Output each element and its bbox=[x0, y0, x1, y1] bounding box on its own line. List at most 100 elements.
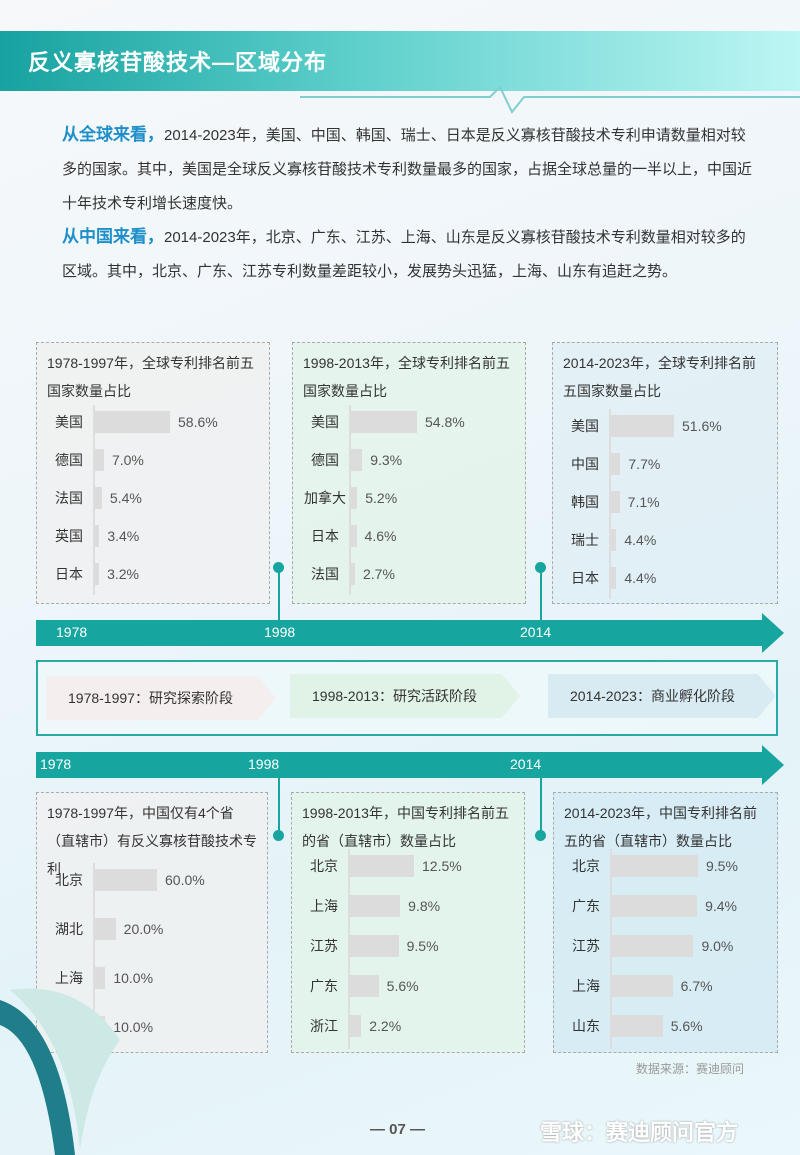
bar-row: 德国 7.0% bbox=[43, 449, 263, 471]
bar-value-label: 9.8% bbox=[408, 898, 441, 914]
bar-value-label: 3.2% bbox=[107, 566, 140, 582]
bar-category: 北京 bbox=[572, 858, 600, 874]
bar-value-label: 5.4% bbox=[109, 490, 142, 506]
year-label: 1978 bbox=[40, 756, 72, 772]
bar-category: 英国 bbox=[55, 528, 83, 544]
bar-row: 上海 10.0% bbox=[43, 967, 263, 989]
bar bbox=[611, 491, 620, 513]
chart-title: 2014-2023年，全球专利排名前五国家数量占比 bbox=[563, 355, 756, 399]
bar-row: 韩国 7.1% bbox=[559, 491, 779, 513]
page-number: — 07 — bbox=[370, 1121, 426, 1138]
bar bbox=[95, 918, 116, 940]
intro-global-text: 2014-2023年，美国、中国、韩国、瑞士、日本是反义寡核苷酸技术专利申请数量… bbox=[62, 127, 753, 212]
bar-value-label: 51.6% bbox=[682, 418, 722, 434]
chart-axis bbox=[610, 849, 612, 1049]
bar-category: 广东 bbox=[572, 898, 600, 914]
bar-row: 北京 12.5% bbox=[298, 855, 518, 877]
bar bbox=[95, 449, 104, 471]
bar-category: 德国 bbox=[55, 452, 83, 468]
watermark: 雪球：赛迪顾问官方 bbox=[540, 1120, 739, 1145]
chart-title: 1978-1997年，全球专利排名前五国家数量占比 bbox=[47, 355, 254, 399]
bar-category: 韩国 bbox=[571, 494, 599, 510]
bar-row: 广东 5.6% bbox=[298, 975, 518, 997]
bar bbox=[612, 855, 698, 877]
stages-box: 1978-1997：研究探索阶段 1998-2013：研究活跃阶段 2014-2… bbox=[36, 660, 778, 736]
bar-category: 日本 bbox=[311, 528, 339, 544]
bar-value-label: 5.6% bbox=[670, 1018, 703, 1034]
intro-china-text: 2014-2023年，北京、广东、江苏、上海、山东是反义寡核苷酸技术专利数量相对… bbox=[62, 229, 746, 280]
bar-value-label: 9.5% bbox=[406, 938, 439, 954]
bar-row: 英国 3.4% bbox=[43, 525, 263, 547]
bar-row: 中国 7.7% bbox=[559, 453, 779, 475]
bar-row: 上海 6.7% bbox=[560, 975, 780, 997]
timeline-dot bbox=[273, 562, 284, 573]
bar-value-label: 7.0% bbox=[111, 452, 144, 468]
bar-row: 北京 60.0% bbox=[43, 869, 263, 891]
bar-category: 日本 bbox=[571, 570, 599, 586]
bar bbox=[95, 967, 106, 989]
bar bbox=[351, 487, 358, 509]
bar-category: 加拿大 bbox=[304, 490, 346, 506]
bar-category: 上海 bbox=[310, 898, 338, 914]
chart-axis bbox=[609, 409, 611, 599]
bar bbox=[611, 567, 617, 589]
bar-row: 北京 9.5% bbox=[560, 855, 780, 877]
bar bbox=[350, 895, 401, 917]
bar-value-label: 20.0% bbox=[123, 921, 164, 937]
bar-category: 北京 bbox=[55, 872, 83, 888]
chart-title: 1998-2013年，中国专利排名前五的省（直辖市）数量占比 bbox=[302, 805, 509, 849]
bar-row: 法国 2.7% bbox=[299, 563, 519, 585]
bar-value-label: 4.6% bbox=[364, 528, 397, 544]
stage-active: 1998-2013：研究活跃阶段 bbox=[290, 674, 520, 718]
bar-category: 法国 bbox=[311, 566, 339, 582]
bar-value-label: 4.4% bbox=[624, 532, 657, 548]
bar-value-label: 3.4% bbox=[107, 528, 140, 544]
bar-category: 德国 bbox=[311, 452, 339, 468]
intro-global-lead: 从全球来看， bbox=[62, 125, 164, 144]
timeline-connector bbox=[278, 570, 280, 622]
year-label: 1998 bbox=[264, 624, 296, 640]
bar-value-label: 60.0% bbox=[165, 872, 205, 888]
chart-title: 1998-2013年，全球专利排名前五国家数量占比 bbox=[303, 355, 510, 399]
bar bbox=[350, 935, 399, 957]
bar-category: 湖北 bbox=[55, 921, 83, 937]
bar-value-label: 12.5% bbox=[422, 858, 462, 874]
bar-category: 上海 bbox=[55, 970, 83, 986]
bar bbox=[350, 975, 379, 997]
title-banner bbox=[0, 31, 800, 91]
intro-global: 从全球来看，2014-2023年，美国、中国、韩国、瑞士、日本是反义寡核苷酸技术… bbox=[62, 118, 752, 221]
bar-category: 江苏 bbox=[572, 938, 600, 954]
stage-commercial: 2014-2023：商业孵化阶段 bbox=[548, 674, 776, 718]
bar-value-label: 58.6% bbox=[178, 414, 218, 430]
chart-axis bbox=[349, 405, 351, 595]
bar-value-label: 9.4% bbox=[705, 898, 738, 914]
bar-row: 山东 5.6% bbox=[560, 1015, 780, 1037]
bar-category: 中国 bbox=[571, 456, 599, 472]
bar-value-label: 9.0% bbox=[701, 938, 734, 954]
intro-china-lead: 从中国来看， bbox=[62, 227, 164, 246]
chart-panel-china-1998: 1998-2013年，中国专利排名前五的省（直辖市）数量占比北京 12.5% 上海 9… bbox=[291, 792, 525, 1053]
timeline-dot bbox=[535, 562, 546, 573]
intro-china: 从中国来看，2014-2023年，北京、广东、江苏、上海、山东是反义寡核苷酸技术… bbox=[62, 220, 752, 289]
bar-row: 美国 51.6% bbox=[559, 415, 779, 437]
bar-row: 江苏 9.5% bbox=[298, 935, 518, 957]
bar bbox=[95, 869, 157, 891]
timeline-connector bbox=[278, 778, 280, 834]
chart-panel-global-2014: 2014-2023年，全球专利排名前五国家数量占比美国 51.6% 中国 7.7% 韩国… bbox=[552, 342, 778, 604]
chart-axis bbox=[93, 405, 95, 595]
page-title: 反义寡核苷酸技术—区域分布 bbox=[28, 50, 328, 75]
bar-row: 广东 9.4% bbox=[560, 895, 780, 917]
bar bbox=[351, 449, 363, 471]
bar-category: 日本 bbox=[55, 566, 83, 582]
year-label: 1978 bbox=[56, 624, 88, 640]
bar-value-label: 2.2% bbox=[369, 1018, 402, 1034]
bar bbox=[351, 525, 357, 547]
bar-category: 北京 bbox=[310, 858, 338, 874]
bar-row: 浙江 2.2% bbox=[298, 1015, 518, 1037]
bar bbox=[612, 935, 694, 957]
timeline-dot bbox=[535, 830, 546, 841]
bar-value-label: 9.3% bbox=[370, 452, 403, 468]
bar-category: 美国 bbox=[55, 414, 83, 430]
chart-title: 1978-1997年，中国仅有4个省（直辖市）有反义寡核苷酸技术专利 bbox=[47, 805, 257, 877]
bar-category: 浙江 bbox=[310, 1018, 338, 1034]
